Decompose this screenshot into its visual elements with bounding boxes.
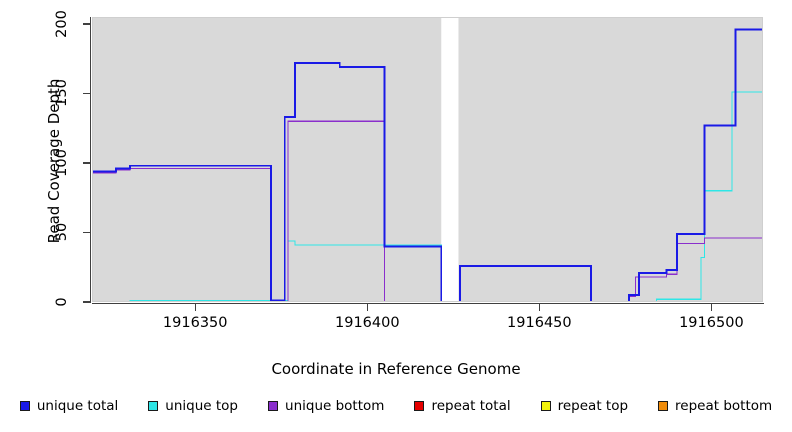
legend-swatch-icon bbox=[148, 401, 159, 411]
legend-label: repeat bottom bbox=[675, 398, 773, 414]
x-tick-mark bbox=[366, 304, 368, 311]
legend-item[interactable]: repeat top bbox=[540, 398, 629, 414]
x-axis-title: Coordinate in Reference Genome bbox=[271, 360, 521, 378]
plot-lines bbox=[92, 17, 763, 302]
legend-swatch-icon bbox=[414, 401, 425, 411]
y-tick-label: 0 bbox=[54, 297, 70, 307]
y-tick-mark bbox=[83, 23, 90, 25]
y-tick-mark bbox=[83, 231, 90, 234]
legend-item[interactable]: unique bottom bbox=[268, 398, 384, 414]
legend-item[interactable]: repeat total bbox=[414, 398, 511, 414]
series-line-unique-top bbox=[92, 91, 763, 302]
y-axis-line bbox=[90, 17, 92, 303]
legend-item[interactable]: repeat bottom bbox=[658, 398, 772, 414]
y-tick-label: 200 bbox=[54, 10, 70, 38]
panel-border bbox=[92, 17, 763, 302]
y-tick-label: 100 bbox=[54, 149, 70, 177]
y-tick-mark bbox=[83, 301, 90, 303]
legend-swatch-icon bbox=[658, 401, 669, 411]
legend-label: unique total bbox=[36, 398, 119, 414]
y-tick-mark bbox=[83, 92, 90, 95]
x-tick-mark bbox=[538, 304, 541, 311]
legend-label: repeat total bbox=[431, 398, 511, 414]
legend-item[interactable]: unique top bbox=[148, 398, 238, 414]
y-tick-mark bbox=[83, 162, 90, 164]
series-line-unique-bottom bbox=[92, 120, 763, 302]
legend-swatch-icon bbox=[540, 401, 551, 411]
x-tick-mark bbox=[710, 304, 713, 311]
legend-swatch-icon bbox=[268, 401, 279, 411]
plot-panel-background bbox=[92, 17, 763, 302]
x-tick-label: 1916400 bbox=[334, 315, 400, 331]
coverage-gap-region bbox=[441, 17, 459, 302]
legend-label: repeat top bbox=[557, 398, 629, 414]
legend-label: unique top bbox=[165, 398, 239, 414]
x-tick-label: 1916450 bbox=[507, 315, 572, 331]
x-tick-label: 1916500 bbox=[679, 315, 744, 331]
y-tick-label: 50 bbox=[54, 223, 70, 242]
plot-panel bbox=[92, 17, 763, 302]
series-line-unique-total bbox=[92, 25, 763, 302]
x-tick-label: 1916350 bbox=[162, 315, 228, 331]
legend-label: unique bottom bbox=[285, 398, 385, 414]
legend-swatch-icon bbox=[19, 401, 30, 411]
legend-item[interactable]: unique total bbox=[19, 398, 119, 414]
y-tick-label: 150 bbox=[54, 79, 70, 108]
chart-legend: unique total unique top unique bottom repea… bbox=[0, 398, 792, 414]
x-tick-mark bbox=[194, 304, 196, 311]
x-axis-line bbox=[92, 303, 764, 305]
